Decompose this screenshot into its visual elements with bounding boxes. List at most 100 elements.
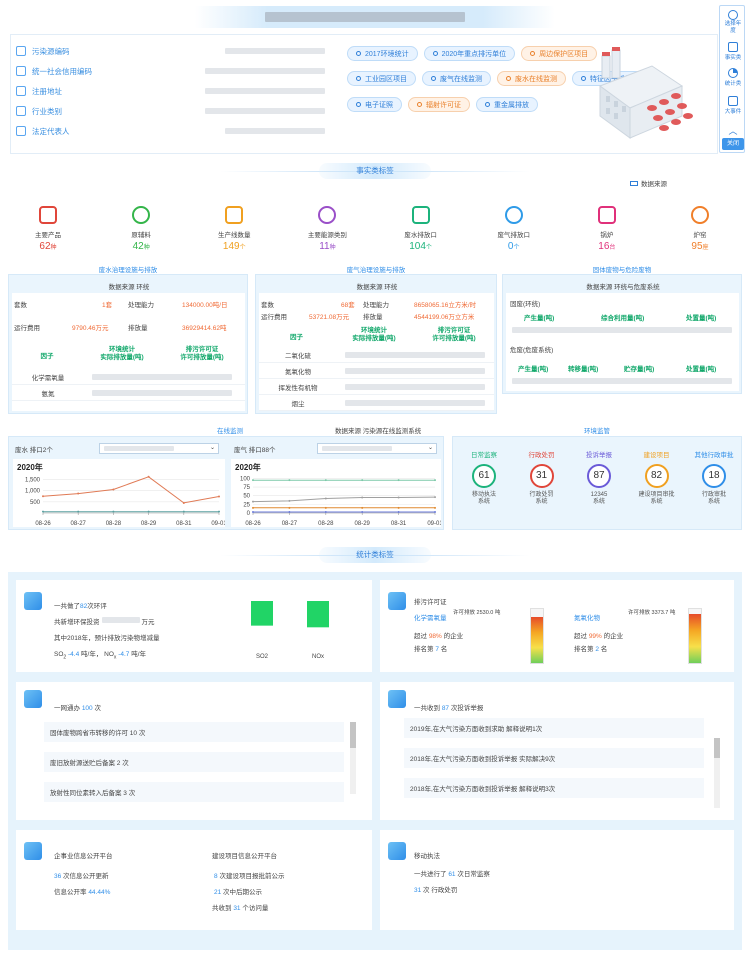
- data-point: [288, 479, 291, 482]
- bar: [307, 601, 329, 628]
- list-item[interactable]: 2018年,在大气污染方面收到投诉举报 解释说明3次: [404, 778, 704, 798]
- y-tick-label: 25: [243, 502, 250, 508]
- calendar-icon: [728, 10, 738, 20]
- fact-item[interactable]: 原辅料 42种: [111, 206, 171, 252]
- x-tick-label: 08-31: [176, 521, 192, 527]
- permit-gauge-right: [688, 608, 702, 664]
- bar: [251, 601, 273, 626]
- info-icon: [16, 86, 26, 96]
- tag-chip[interactable]: 2017环境统计: [347, 46, 418, 61]
- fact-item[interactable]: 主要能源类别 11种: [297, 206, 357, 252]
- data-source-link[interactable]: 数据来源: [630, 178, 667, 188]
- info-icon: [16, 126, 26, 136]
- gas-line-chart: 0 25 50 75 100 08-26 08-27 08-28 08-29 08-31 09-01: [240, 476, 441, 527]
- scrollbar[interactable]: [350, 722, 356, 794]
- fact-icon: [132, 206, 151, 224]
- supervision-item[interactable]: 投诉举报 87 12345 系统: [586, 452, 612, 505]
- fact-item[interactable]: 废水排放口 104个: [391, 206, 451, 252]
- tag-chip[interactable]: 废水在线监测: [497, 71, 566, 86]
- facts-section-tag: 事实类标签: [319, 163, 431, 179]
- data-point: [218, 510, 220, 513]
- data-point: [288, 506, 291, 509]
- list-item[interactable]: 2019年,在大气污染方面收到求助 解释说明1次: [404, 718, 704, 738]
- events-nav-button[interactable]: 大事件: [720, 96, 746, 115]
- x-tick-label: 08-27: [71, 521, 87, 527]
- circle-icon: [432, 51, 438, 56]
- gas-title: 废气治理设施与排放: [346, 267, 406, 274]
- tag-chip[interactable]: 周边保护区项目: [521, 46, 598, 61]
- y-tick-label: 1,000: [25, 489, 41, 495]
- factor-row: 氮氧化物: [259, 363, 494, 379]
- tag-chip[interactable]: 辐射许可证: [408, 97, 470, 112]
- close-button[interactable]: 关闭: [722, 138, 744, 150]
- series-line: [252, 496, 436, 503]
- list-item[interactable]: 固体废物跨省市转移的许可 10 次: [44, 722, 344, 742]
- facts-nav-button[interactable]: 事实类: [720, 42, 746, 61]
- fact-item[interactable]: 生产线数量 149个: [204, 206, 264, 252]
- gas-outlet-select[interactable]: ⌄: [317, 443, 437, 454]
- info-row: 污染源编码: [16, 44, 70, 58]
- data-point: [112, 488, 115, 491]
- tag-chip[interactable]: 重金属排放: [476, 97, 538, 112]
- circle-icon: [485, 102, 490, 107]
- fact-icon: [504, 206, 523, 224]
- online-card: 废水 排口2个 ⌄ 废气 排口88个 ⌄ 2020年 500 1,000 1,500…: [8, 436, 444, 530]
- supervision-card: 日常监察 61 移动执法 系统 行政处罚 31 行政处罚 系统 投诉举报 87 12345 系统…: [452, 436, 742, 530]
- data-point: [252, 479, 254, 482]
- circle-icon: [530, 51, 536, 56]
- list-item[interactable]: 2018年,在大气污染方面收到投诉举报 实际解决9次: [404, 748, 704, 768]
- mobile-enforcement-icon: [388, 842, 406, 860]
- company-name-redacted: [265, 12, 465, 22]
- data-point: [252, 510, 254, 513]
- chevron-down-icon: ⌄: [209, 445, 215, 451]
- fact-icon: [225, 206, 244, 224]
- solid-card: 数据来源 环统与危废系统 固废(环统) 产生量(吨) 综合利用量(吨) 处置量(…: [502, 274, 742, 394]
- water-outlet-select[interactable]: ⌄: [99, 443, 219, 454]
- circle-icon: [506, 76, 511, 81]
- fact-icon: [690, 206, 709, 224]
- data-point: [182, 501, 185, 504]
- list-item[interactable]: 废旧放射源送贮后备案 2 次: [44, 752, 344, 772]
- one-net-box: 一网通办 100 次 固体废物跨省市转移的许可 10 次废旧放射源送贮后备案 2…: [16, 682, 372, 820]
- supervision-item[interactable]: 行政处罚 31 行政处罚 系统: [528, 452, 555, 505]
- x-tick-label: 08-31: [391, 521, 407, 527]
- info-row: 行业类别: [16, 104, 62, 118]
- data-point: [434, 479, 436, 482]
- circle-icon: [356, 51, 361, 56]
- data-point: [324, 506, 327, 509]
- tag-chip[interactable]: 2020年重点排污单位: [423, 46, 516, 61]
- stats-nav-button[interactable]: 统计类: [720, 68, 746, 87]
- supervision-item[interactable]: 日常监察 61 移动执法 系统: [471, 452, 497, 505]
- collapse-chevron-icon[interactable]: ︿: [728, 126, 738, 136]
- data-point: [397, 506, 400, 509]
- tag-chip[interactable]: 电子证照: [347, 97, 402, 112]
- data-point: [112, 510, 115, 513]
- water-title: 废水治理设施与排放: [98, 267, 158, 274]
- fact-item[interactable]: 废气排放口 0个: [484, 206, 544, 252]
- data-point: [77, 492, 80, 495]
- data-point: [434, 510, 436, 513]
- scrollbar[interactable]: [714, 738, 720, 808]
- x-tick-label: 08-26: [35, 521, 51, 527]
- title-banner: [195, 6, 555, 28]
- supervision-item[interactable]: 其他行政审批 18 行政审批 系统: [694, 452, 734, 505]
- tag-chip[interactable]: 废气在线监测: [422, 71, 491, 86]
- chevron-down-icon: ⌄: [427, 445, 433, 451]
- year-select-button[interactable]: 选择年度: [720, 10, 746, 35]
- data-point: [324, 497, 327, 500]
- x-tick-label: 09-01: [211, 521, 225, 527]
- fact-item[interactable]: 锅炉 16台: [577, 206, 637, 252]
- fact-item[interactable]: 炉窑 95座: [670, 206, 730, 252]
- x-tick-label: 09-01: [427, 521, 441, 527]
- supervision-item[interactable]: 建设项目 82 建设项目审批 系统: [638, 452, 675, 505]
- data-point: [252, 500, 254, 503]
- y-tick-label: 75: [243, 485, 250, 491]
- x-tick-label: 08-28: [106, 521, 122, 527]
- complaints-icon: [388, 690, 406, 708]
- water-line-chart: 500 1,000 1,500 08-26 08-27 08-28 08-29 08-31 09…: [25, 475, 225, 527]
- env-eval-icon: [24, 592, 42, 610]
- tag-chip[interactable]: 工业园区项目: [347, 71, 416, 86]
- list-item[interactable]: 放射性同位素转入后备案 3 次: [44, 782, 344, 802]
- fact-item[interactable]: 主要产品 62种: [18, 206, 78, 252]
- data-point: [397, 510, 400, 513]
